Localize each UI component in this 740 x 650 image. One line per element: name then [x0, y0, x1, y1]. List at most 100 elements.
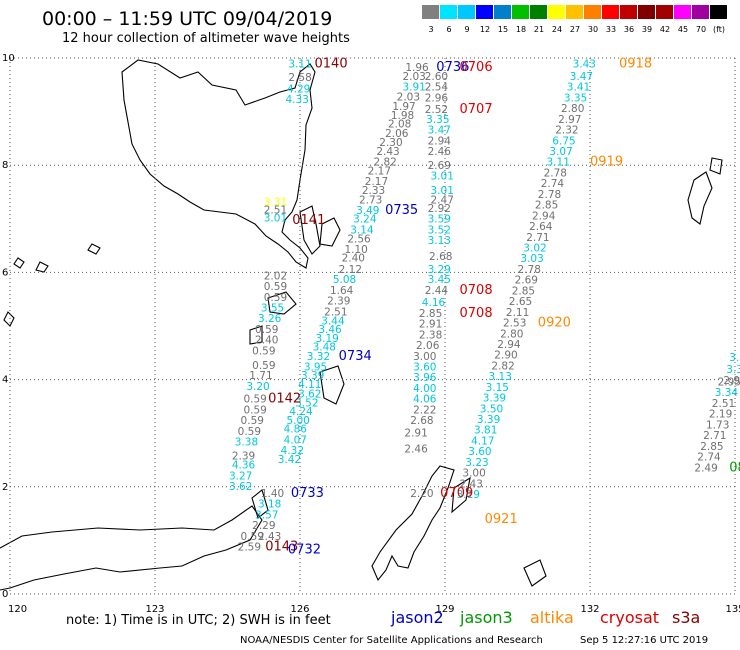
- legend-jason3: jason3: [460, 608, 513, 627]
- wave-height-label: 2.44: [425, 285, 449, 297]
- wave-height-label: 0.59: [241, 415, 264, 427]
- wave-height-label: 2.39: [232, 450, 255, 462]
- wave-height-label: 1.73: [706, 419, 729, 431]
- wave-height-label: 3.46: [318, 324, 342, 336]
- legend-s3a: s3a: [672, 608, 701, 627]
- pass-time-label: 0734: [339, 349, 372, 364]
- wave-height-label: 0.59: [238, 426, 261, 438]
- y-tick-label: 8: [2, 160, 8, 171]
- pass-time-label: 0707: [460, 102, 493, 117]
- colorbar-label: 6: [446, 25, 452, 34]
- colorbar-swatch: [494, 5, 511, 19]
- wave-height-label: 1.40: [261, 488, 284, 500]
- chart-title: 00:00 – 11:59 UTC 09/04/2019: [42, 8, 333, 30]
- wave-height-label: 2.30: [379, 137, 402, 149]
- wave-height-label: 3.1: [729, 352, 740, 364]
- wave-height-label: 3.15: [486, 382, 509, 394]
- colorbar-label: 42: [659, 25, 671, 34]
- wave-height-label: 3.13: [428, 235, 451, 247]
- pass-time-label: 0732: [288, 542, 321, 557]
- colorbar-label: 70: [695, 25, 707, 34]
- wave-height-label: 3.47: [428, 125, 451, 137]
- wave-height-label: 4.24: [289, 406, 313, 418]
- wave-height-label: 5.08: [333, 274, 356, 286]
- wave-height-label: 2.43: [258, 531, 281, 543]
- timestamp: Sep 5 12:27:16 UTC 2019: [580, 635, 709, 646]
- wave-height-label: 3.39: [483, 393, 506, 405]
- wave-height-label: 3.55: [261, 303, 284, 315]
- wave-height-label: 0.59: [264, 292, 287, 304]
- wave-height-label: 4.29: [287, 83, 310, 95]
- wave-height-label: 2.9: [723, 375, 740, 387]
- wave-height-label: 2.78: [518, 264, 541, 276]
- wave-height-label: 2.71: [526, 232, 549, 244]
- wave-height-label: 3.18: [258, 499, 281, 511]
- colorbar-swatch: [602, 5, 619, 19]
- colorbar-swatch: [548, 5, 565, 19]
- wave-height-label: 3.43: [573, 59, 596, 71]
- wave-height-label: 3.3: [726, 364, 740, 376]
- x-tick-label: 120: [8, 604, 27, 615]
- wave-height-label: 2.85: [512, 285, 535, 297]
- wave-height-label: 3.39: [301, 370, 324, 382]
- credit: NOAA/NESDIS Center for Satellite Applica…: [240, 635, 543, 646]
- colorbar-label: 45: [677, 25, 689, 34]
- pass-time-label: 0919: [590, 155, 623, 170]
- x-tick-label: 135: [725, 604, 740, 615]
- wave-height-label: 2.97: [558, 114, 581, 126]
- wave-height-label: 2.71: [703, 430, 726, 442]
- wave-height-label: 2.53: [503, 318, 526, 330]
- wave-height-label: 3.44: [321, 315, 345, 327]
- wave-height-label: 5.00: [286, 415, 309, 427]
- wave-height-label: 2.17: [368, 165, 391, 177]
- colorbar-label: 18: [515, 25, 527, 34]
- wave-height-label: 2.29: [252, 520, 275, 532]
- pass-time-label: 0733: [291, 486, 324, 501]
- wave-height-label: 0.59: [255, 324, 278, 336]
- x-tick-label: 123: [145, 604, 164, 615]
- wave-height-label: 4.07: [284, 434, 307, 446]
- colorbar-swatch: [458, 5, 475, 19]
- wave-height-label: 2.74: [541, 178, 565, 190]
- wave-height-label: 3.01: [431, 185, 454, 197]
- colorbar-swatch: [530, 5, 547, 19]
- wave-height-label: 2.40: [255, 335, 278, 347]
- wave-height-label: 4.86: [284, 424, 308, 436]
- wave-height-label: 2.33: [362, 185, 385, 197]
- pass-time-label: 0708: [460, 283, 493, 298]
- x-tick-label: 129: [435, 604, 454, 615]
- wave-height-label: 3.38: [235, 437, 258, 449]
- wave-height-label: 2.43: [376, 146, 399, 158]
- wave-height-label: 2.03: [397, 91, 420, 103]
- wave-height-label: 2.92: [428, 203, 451, 215]
- pass-time-label: 0918: [619, 57, 652, 72]
- wave-height-label: 2.06: [416, 340, 440, 352]
- y-tick-label: 6: [2, 267, 8, 278]
- colorbar-label: 12: [479, 25, 491, 34]
- wave-height-label: 3.23: [465, 457, 488, 469]
- colorbar-swatch: [512, 5, 529, 19]
- wave-height-label: 4.00: [413, 383, 436, 395]
- wave-height-label: 2.46: [404, 443, 428, 455]
- wave-height-label: 2.91: [404, 427, 427, 439]
- pass-time-label: 0736: [436, 60, 469, 75]
- wave-height-label: 3.41: [567, 82, 590, 94]
- colorbar-swatch: [584, 5, 601, 19]
- wave-height-label: 3.91: [402, 82, 425, 94]
- wave-height-label: 0.59: [243, 394, 266, 406]
- colorbar-label: 3: [428, 25, 434, 34]
- wave-height-label: 2.43: [460, 478, 483, 490]
- wave-height-label: 4.17: [471, 435, 494, 447]
- wave-height-label: 2.56: [347, 233, 371, 245]
- colorbar-label: 30: [587, 25, 599, 34]
- pass-time-label: 0140: [315, 57, 348, 72]
- wave-height-label: 3.02: [523, 242, 546, 254]
- wave-height-label: 1.71: [249, 370, 272, 382]
- wave-height-label: 3.81: [474, 425, 497, 437]
- wave-height-label: 3.35: [426, 114, 449, 126]
- wave-height-label: 2.80: [561, 103, 584, 115]
- wave-height-label: 0.59: [252, 360, 275, 372]
- wave-height-label: 3.42: [278, 454, 301, 466]
- wave-height-label: 2.49: [694, 462, 717, 474]
